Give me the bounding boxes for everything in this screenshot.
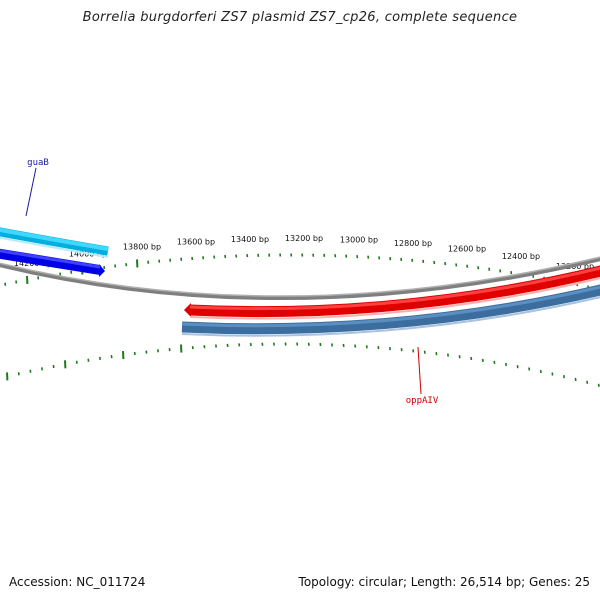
tick-label: 13600 bp [177, 238, 215, 247]
tick-label: 13400 bp [231, 235, 269, 244]
tick-label: 13000 bp [340, 235, 378, 244]
gene-arc-oppAIV-highlight [189, 266, 600, 311]
tick-label: 12800 bp [394, 239, 432, 248]
outer-tick-track [4, 253, 600, 291]
gene-arc-oppAIV-shadow [189, 277, 600, 320]
topology-summary: Topology: circular; Length: 26,514 bp; G… [298, 575, 590, 589]
gene-arc-steel[interactable] [181, 284, 600, 335]
gene-label-guaB[interactable]: guaB [27, 158, 49, 168]
gene-arc-steel-highlight [181, 285, 600, 328]
backbone-arc-highlight [0, 256, 600, 297]
leader-line-guaB [25, 167, 37, 217]
gene-arrowhead-oppAIV [184, 303, 191, 317]
gene-label-oppAIV[interactable]: oppAIV [406, 396, 439, 406]
accession-text: Accession: NC_011724 [9, 575, 146, 589]
tick-label: 12600 bp [448, 245, 486, 254]
leader-line-oppAIV [417, 346, 422, 395]
gene-arc-oppAIV[interactable] [189, 265, 600, 318]
gene-arc-steel-shadow [181, 296, 600, 337]
map-title: Borrelia burgdorferi ZS7 plasmid ZS7_cp2… [82, 10, 518, 25]
gene-arc-guaB-shadow [0, 236, 109, 258]
gene-arc-blue-highlight [0, 249, 101, 269]
tick-label: 13800 bp [123, 243, 161, 252]
gene-arrowhead-blue [99, 264, 105, 277]
backbone-arc [0, 257, 600, 301]
gene-arc-blue[interactable] [0, 248, 101, 275]
inner-tick-track [6, 342, 600, 387]
gene-arc-guaB-highlight [0, 227, 109, 251]
tick-label: 13200 bp [285, 234, 323, 243]
tick-label: 12400 bp [502, 252, 540, 261]
